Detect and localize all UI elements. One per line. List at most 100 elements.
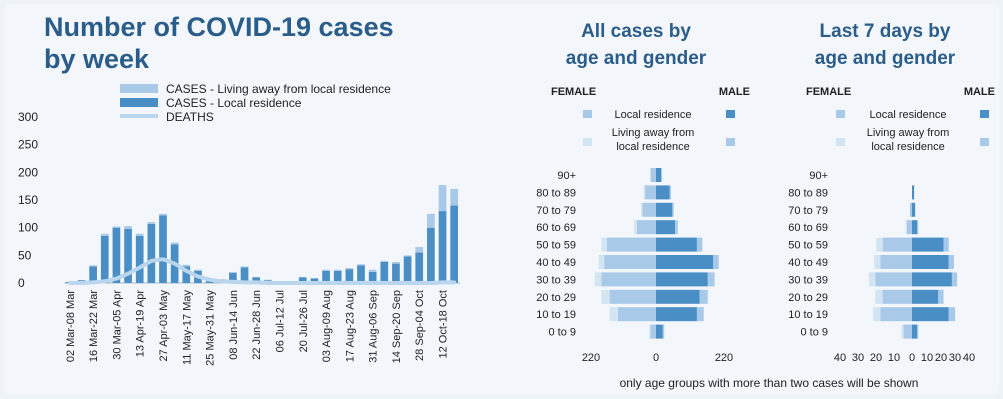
bar-male-local	[912, 202, 916, 217]
bar-female-away	[594, 272, 602, 287]
bar-local-31	[427, 227, 435, 283]
bar-local-8	[159, 215, 167, 283]
age-label: 70 to 79	[788, 205, 828, 217]
bar-male-away	[672, 202, 674, 217]
bar-female-away	[875, 289, 883, 304]
weekly-title-line-1: Number of COVID-19 cases	[44, 12, 394, 42]
bar-local-33	[450, 205, 459, 283]
x-tick-label: 25 May-31 May	[205, 290, 217, 366]
x-tick-label: 08 Jun-14 Jun	[228, 290, 240, 360]
bar-male-local	[656, 220, 676, 235]
x-tick-label: 10	[921, 352, 933, 364]
legend-local-label: Local residence	[869, 109, 946, 121]
legend-away-label-line-1: Living away from	[612, 127, 695, 139]
bar-local-2	[89, 266, 97, 283]
legend-label-0: CASES - Living away from local residence	[166, 82, 391, 96]
last7-title-line-2: age and gender	[815, 48, 956, 69]
bar-male-away	[696, 307, 704, 322]
bar-female-away	[873, 307, 881, 322]
bar-local-3	[100, 235, 109, 283]
bar-away-11	[194, 269, 202, 271]
bar-female-local	[645, 185, 656, 200]
bar-local-16	[252, 277, 261, 283]
bar-away-26	[368, 269, 377, 272]
legend-local-female-swatch	[836, 110, 845, 118]
x-tick-label: 30	[852, 352, 864, 364]
bar-local-20	[298, 277, 307, 283]
bar-male-local	[656, 202, 673, 217]
bar-female-local	[875, 272, 912, 287]
bar-male-away	[917, 324, 919, 339]
bar-away-5	[124, 226, 132, 229]
legend-away-female-swatch	[583, 138, 592, 146]
x-tick-label: 06 Jul-12 Jul	[274, 290, 286, 352]
bar-female-local	[609, 289, 656, 304]
bar-male-away	[662, 324, 665, 339]
age-label: 60 to 69	[788, 222, 828, 234]
bar-local-25	[357, 265, 365, 283]
weekly-bars	[65, 185, 459, 283]
bar-local-5	[124, 228, 132, 283]
x-tick-label: 0	[909, 352, 915, 364]
bar-local-23	[333, 270, 342, 283]
bar-female-local	[601, 272, 656, 287]
bar-away-23	[333, 269, 342, 271]
x-tick-label: 10	[888, 352, 900, 364]
bar-male-local	[656, 289, 700, 304]
bar-away-32	[438, 185, 447, 212]
bar-local-32	[438, 211, 447, 283]
bar-away-28	[392, 261, 400, 264]
bar-away-8	[159, 213, 167, 216]
x-tick-label: 17 Aug-23 Aug	[344, 290, 356, 362]
bar-male-away	[938, 289, 944, 304]
all-cases-pyramid: FEMALE MALE Local residence Living away fro…	[536, 86, 750, 364]
bar-local-7	[147, 223, 156, 283]
bar-male-away	[699, 289, 708, 304]
age-label: 80 to 89	[788, 187, 828, 199]
bar-away-6	[135, 233, 144, 236]
deaths-line	[67, 257, 457, 285]
bar-male-local	[656, 185, 670, 200]
bar-female-local	[636, 220, 656, 235]
bar-female-away	[649, 324, 651, 339]
bar-local-14	[229, 273, 237, 283]
bar-away-10	[182, 264, 191, 267]
bar-male-away	[707, 272, 715, 287]
bar-male-away	[917, 220, 919, 235]
bar-female-local	[604, 255, 656, 269]
bar-female-away	[641, 202, 643, 217]
bar-male-local	[656, 307, 697, 322]
bar-female-away	[598, 255, 605, 269]
x-tick-label: 220	[582, 352, 600, 364]
x-tick-label: 30	[949, 352, 961, 364]
age-label: 10 to 19	[788, 309, 828, 321]
bar-away-20	[298, 276, 307, 278]
bar-male-away	[948, 255, 954, 269]
bar-female-away	[901, 324, 904, 339]
x-tick-label: 30 Mar-05 Apr	[111, 290, 123, 360]
bar-away-33	[450, 188, 459, 206]
x-tick-label: 20	[870, 352, 882, 364]
bar-female-away	[643, 185, 646, 200]
age-label: 50 to 59	[536, 240, 576, 252]
bar-away-25	[357, 264, 365, 266]
footnote: only age groups with more than two cases…	[620, 376, 919, 390]
bar-female-local	[906, 220, 912, 235]
bar-local-12	[205, 281, 214, 283]
bar-female-away	[634, 220, 637, 235]
x-tick-label: 22 Jun-28 Jun	[251, 290, 263, 360]
weekly-title-line-2: by week	[44, 44, 150, 74]
age-label: 90+	[809, 170, 828, 182]
x-tick-label: 16 Mar-22 Mar	[88, 290, 100, 362]
bar-female-away	[609, 307, 618, 322]
bar-female-local	[882, 237, 912, 252]
bar-male-local	[656, 324, 663, 339]
bar-female-local	[606, 237, 656, 252]
bar-away-27	[380, 260, 389, 262]
bar-female-local	[617, 307, 656, 322]
y-tick-label: 200	[18, 165, 38, 179]
bar-male-away	[951, 272, 958, 287]
x-tick-label: 27 Apr-03 May	[158, 290, 170, 362]
legend-label-2: DEATHS	[166, 110, 214, 124]
